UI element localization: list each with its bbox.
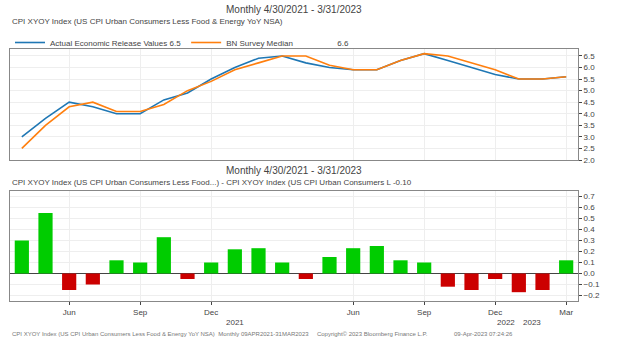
svg-text:Sep: Sep bbox=[417, 308, 432, 317]
svg-text:0.5: 0.5 bbox=[584, 214, 596, 223]
svg-text:2022: 2022 bbox=[497, 318, 515, 327]
svg-text:4.5: 4.5 bbox=[584, 98, 596, 107]
svg-text:5.5: 5.5 bbox=[584, 75, 596, 84]
svg-text:5.0: 5.0 bbox=[584, 86, 596, 95]
svg-text:0.4: 0.4 bbox=[584, 225, 596, 234]
svg-text:−0.2: −0.2 bbox=[584, 291, 600, 300]
svg-text:Monthly 4/30/2021 - 3/31/2023: Monthly 4/30/2021 - 3/31/2023 bbox=[226, 165, 362, 176]
svg-text:0.2: 0.2 bbox=[584, 247, 596, 256]
svg-text:2.5: 2.5 bbox=[584, 144, 596, 153]
svg-text:Jun: Jun bbox=[63, 308, 76, 317]
svg-text:4.0: 4.0 bbox=[584, 110, 596, 119]
svg-text:0.0: 0.0 bbox=[584, 269, 596, 278]
svg-text:CPI XYOY Index (US CPI Urban C: CPI XYOY Index (US CPI Urban Consumers L… bbox=[12, 17, 283, 26]
svg-text:−0.1: −0.1 bbox=[584, 280, 600, 289]
svg-text:Jun: Jun bbox=[347, 308, 360, 317]
svg-text:0.6: 0.6 bbox=[584, 203, 596, 212]
svg-text:6.0: 6.0 bbox=[584, 63, 596, 72]
svg-text:2023: 2023 bbox=[523, 318, 541, 327]
svg-text:0.7: 0.7 bbox=[584, 192, 596, 201]
svg-text:Monthly 4/30/2021 - 3/31/2023: Monthly 4/30/2021 - 3/31/2023 bbox=[226, 4, 362, 15]
svg-text:6.5: 6.5 bbox=[584, 52, 596, 61]
svg-text:Actual Economic Release Values: Actual Economic Release Values 6.5 bbox=[50, 39, 181, 48]
svg-text:BN Survey Median: BN Survey Median 6.6 bbox=[226, 39, 349, 48]
svg-text:Mar: Mar bbox=[559, 308, 573, 317]
svg-text:Dec: Dec bbox=[204, 308, 218, 317]
svg-text:3.5: 3.5 bbox=[584, 121, 596, 130]
svg-text:Dec: Dec bbox=[488, 308, 502, 317]
svg-text:0.1: 0.1 bbox=[584, 258, 596, 267]
svg-text:Sep: Sep bbox=[133, 308, 148, 317]
svg-text:0.3: 0.3 bbox=[584, 236, 596, 245]
svg-text:CPI XYOY Index (US CPI Urban C: CPI XYOY Index (US CPI Urban Consumers L… bbox=[12, 178, 412, 187]
svg-text:2021: 2021 bbox=[226, 318, 244, 327]
svg-text:2.0: 2.0 bbox=[584, 156, 596, 165]
svg-text:3.0: 3.0 bbox=[584, 133, 596, 142]
svg-text:CPI XYOY Index (US CPI Urban C: CPI XYOY Index (US CPI Urban Consumers L… bbox=[12, 331, 513, 337]
